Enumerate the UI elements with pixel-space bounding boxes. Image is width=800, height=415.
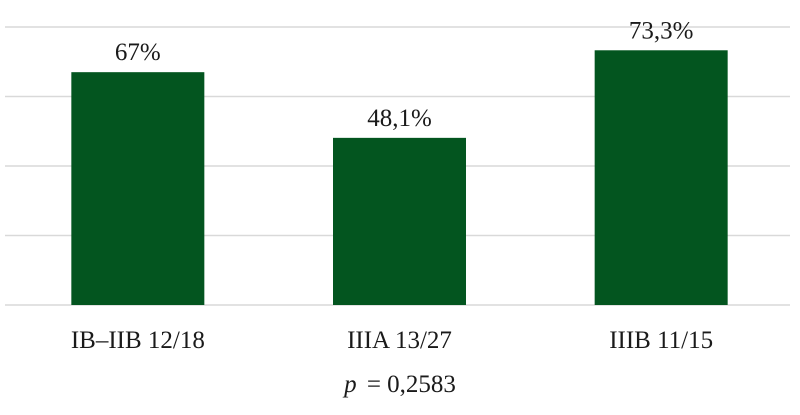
- p-value-annotation: p = 0,2583: [342, 371, 456, 398]
- bars: [71, 50, 728, 305]
- p-operator: =: [367, 371, 381, 398]
- bar: [333, 137, 466, 305]
- bar: [71, 72, 205, 305]
- x-tick-labels: IB–IIB 12/18 IIIA 13/27 IIIB 11/15: [71, 327, 713, 354]
- x-tick-label: IB–IIB 12/18: [71, 327, 205, 354]
- data-label: 73,3%: [629, 17, 694, 44]
- data-label: 48,1%: [367, 105, 432, 132]
- data-label: 67%: [115, 39, 161, 66]
- bar: [594, 50, 728, 305]
- p-symbol: p: [342, 371, 357, 398]
- p-value: 0,2583: [387, 371, 456, 398]
- x-tick-label: IIIA 13/27: [347, 327, 452, 354]
- data-labels: 67% 48,1% 73,3%: [115, 17, 694, 132]
- x-tick-label: IIIB 11/15: [609, 327, 713, 354]
